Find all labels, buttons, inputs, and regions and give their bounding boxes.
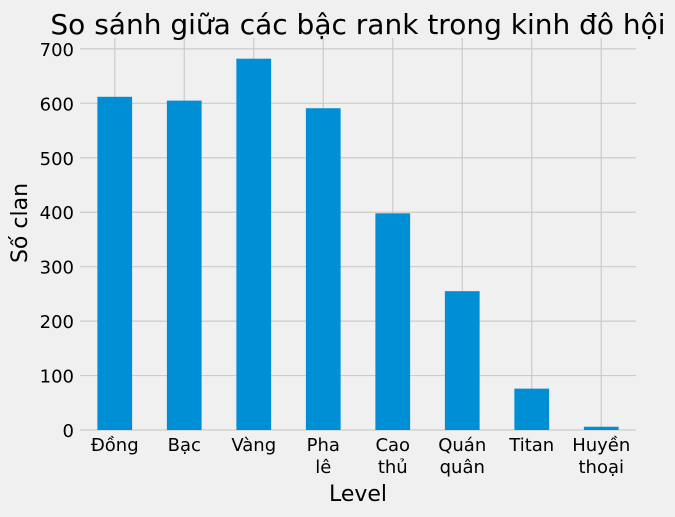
bar — [166, 100, 202, 430]
y-tick-label: 300 — [40, 258, 74, 279]
bar — [444, 291, 480, 430]
x-tick-label: Quán quân — [438, 435, 486, 478]
y-tick-label: 200 — [40, 312, 74, 333]
x-tick-label: Pha lê — [307, 435, 340, 478]
x-tick-label: Titan — [508, 435, 554, 456]
bar — [375, 213, 411, 430]
y-tick-label: 700 — [40, 40, 74, 61]
y-tick-label: 500 — [40, 149, 74, 170]
y-tick-labels: 0 100 200 300 400 500 600 700 — [40, 40, 74, 442]
y-tick-label: 100 — [40, 367, 74, 388]
x-tick-labels: Đồng Bạc Vàng Pha lê Cao thủ Quán quân Titan Huyền… — [91, 435, 630, 478]
bar — [236, 58, 272, 430]
bar — [305, 108, 341, 430]
bars — [97, 58, 619, 431]
bar — [514, 388, 550, 430]
x-tick-label: Đồng — [91, 435, 139, 456]
y-tick-label: 600 — [40, 94, 74, 115]
bar — [97, 96, 133, 431]
bar — [583, 426, 619, 430]
x-tick-label: Vàng — [231, 435, 276, 456]
grid-lines — [80, 38, 636, 431]
y-tick-label: 0 — [63, 421, 74, 442]
x-tick-label: Huyền thoại — [572, 435, 630, 478]
y-tick-label: 400 — [40, 203, 74, 224]
chart-title: So sánh giữa các bậc rank trong kinh đô … — [50, 8, 665, 41]
x-tick-label: Cao thủ — [375, 435, 410, 478]
x-axis-label: Level — [329, 482, 387, 507]
y-axis-label: Số clan — [8, 183, 33, 263]
x-tick-label: Bạc — [168, 435, 201, 456]
